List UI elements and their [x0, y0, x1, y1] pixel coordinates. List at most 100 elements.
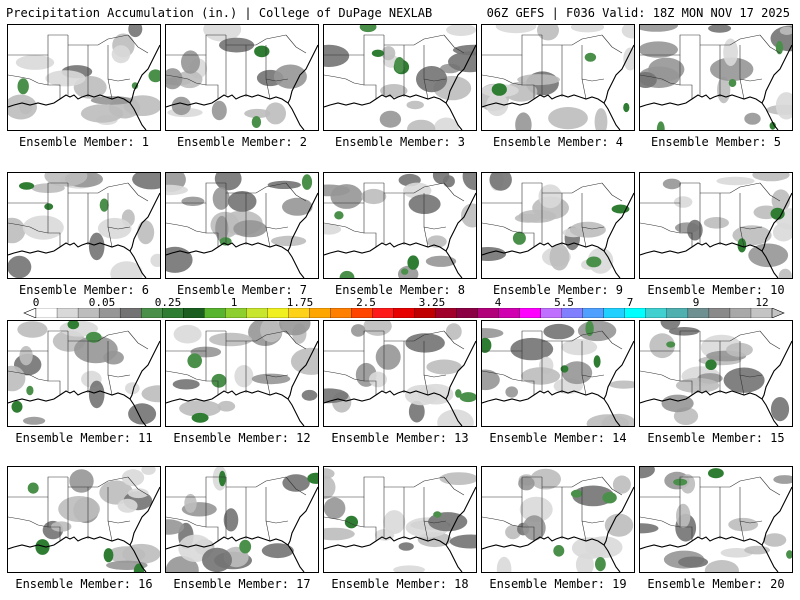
precip-contour [439, 472, 476, 485]
precip-contour [571, 537, 608, 559]
state-border [8, 74, 49, 86]
colorbar-max-arrow [771, 308, 785, 318]
colorbar-swatch [98, 308, 121, 318]
state-border [640, 330, 700, 352]
precip-contour [446, 25, 476, 36]
precip-contour [416, 66, 448, 93]
precip-contour [716, 176, 755, 186]
state-border [581, 487, 605, 524]
precip-contour [223, 508, 239, 532]
colorbar-tick-label: 0 [32, 296, 40, 309]
state-border [363, 203, 377, 247]
heavy-precip-core [27, 482, 39, 494]
valid-time: 06Z GEFS | F036 Valid: 18Z MON NOV 17 20… [486, 6, 790, 20]
precip-contour [537, 25, 559, 41]
state-border [166, 370, 207, 382]
colorbar-tick-label: 9 [692, 296, 700, 309]
colorbar-swatch [582, 308, 605, 318]
precip-contour [233, 220, 267, 238]
state-border [700, 182, 761, 194]
precip-contour [166, 184, 188, 196]
precip-contour [202, 547, 232, 572]
precip-contour [433, 117, 459, 130]
state-border [107, 487, 131, 524]
ensemble-panel [481, 24, 635, 131]
precip-contour [260, 321, 283, 343]
state-border [363, 55, 377, 99]
precip-contour [173, 324, 202, 344]
precip-contour [482, 247, 507, 261]
state-border [601, 476, 623, 496]
state-border [739, 193, 763, 230]
colorbar: 0 0.05 0.25 1 1.75 2.5 3.25 4 5.5 7 9 12 [0, 296, 800, 320]
precip-contour [123, 95, 160, 116]
precip-contour [445, 323, 462, 340]
precip-map [8, 321, 160, 426]
state-border [423, 520, 429, 542]
state-border [285, 34, 307, 54]
precip-contour [678, 556, 709, 568]
state-border [739, 45, 763, 82]
precip-contour [680, 474, 696, 494]
state-border [265, 374, 271, 396]
precip-contour [770, 397, 790, 422]
precip-contour [486, 93, 509, 117]
precip-contour [8, 217, 26, 244]
state-border [482, 222, 523, 234]
state-border [8, 516, 49, 528]
precip-contour [51, 521, 72, 532]
state-border [542, 330, 603, 342]
precip-map [166, 173, 318, 278]
heavy-precip-core [459, 392, 476, 403]
precip-map [324, 468, 476, 572]
heavy-precip-core [623, 102, 630, 113]
precip-contour [8, 365, 26, 392]
precip-contour [88, 380, 105, 409]
colorbar-swatch [119, 308, 142, 318]
precip-contour [209, 332, 253, 347]
coastline [482, 340, 634, 426]
heavy-precip-core [666, 341, 676, 348]
state-border [482, 34, 542, 56]
precip-map [8, 173, 160, 278]
state-border [679, 497, 693, 541]
precip-contour [461, 203, 476, 228]
precip-contour [726, 342, 753, 357]
state-border [47, 351, 61, 395]
precip-contour [8, 255, 32, 278]
state-border [205, 203, 219, 247]
precip-contour [640, 41, 678, 58]
heavy-precip-core [334, 211, 344, 220]
state-border [107, 226, 113, 248]
precip-map [482, 468, 634, 572]
state-border [384, 182, 445, 194]
heavy-precip-core [26, 385, 34, 396]
coastline [166, 486, 318, 572]
state-border [739, 226, 745, 248]
colorbar-swatch [519, 308, 542, 318]
precip-contour [482, 328, 504, 339]
ensemble-member-label: Ensemble Member: 12 [173, 431, 311, 445]
colorbar-tick-label: 1.75 [286, 296, 314, 309]
precip-contour [432, 173, 450, 184]
precip-contour [212, 187, 230, 210]
precip-contour [570, 25, 605, 33]
heavy-precip-core [339, 270, 355, 278]
precip-contour [324, 497, 346, 520]
precip-contour [324, 388, 349, 404]
state-border [739, 374, 745, 396]
heavy-precip-core [394, 57, 405, 73]
precip-contour [775, 92, 792, 120]
state-border [285, 182, 307, 202]
precip-contour [122, 543, 160, 564]
coastline [8, 486, 160, 572]
ensemble-panel [481, 466, 635, 573]
colorbar-swatch [288, 308, 310, 318]
state-border [265, 341, 289, 378]
precip-contour [324, 468, 335, 480]
state-border [363, 351, 377, 395]
state-border [521, 351, 535, 395]
precip-contour [773, 475, 792, 484]
state-border [640, 182, 700, 204]
heavy-precip-core [19, 182, 35, 190]
